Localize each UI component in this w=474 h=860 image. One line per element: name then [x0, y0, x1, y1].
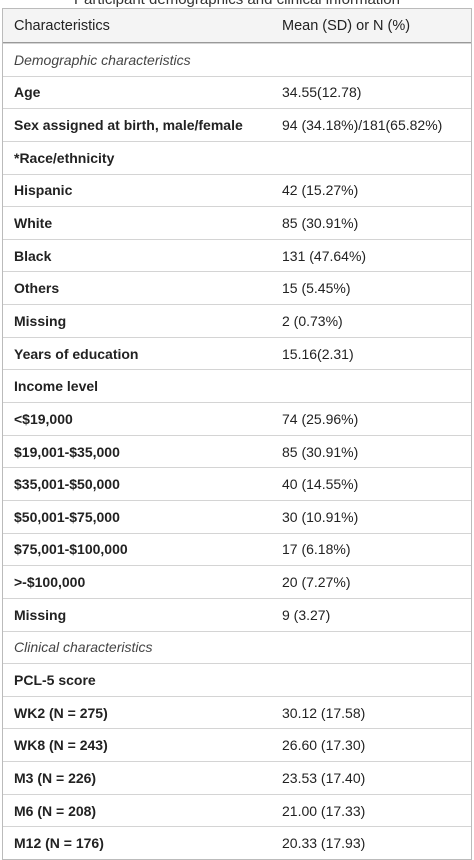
- row-value: 40 (14.55%): [282, 476, 359, 493]
- row-value: 15.16(2.31): [282, 345, 354, 362]
- row-label: WK8 (N = 243): [14, 737, 108, 754]
- row-value: 94 (34.18%)/181(65.82%): [282, 117, 443, 134]
- table-row: Clinical characteristics: [3, 630, 471, 664]
- table-row: Years of education 15.16(2.31): [3, 336, 471, 370]
- row-label: Years of education: [14, 345, 139, 362]
- row-label: WK2 (N = 275): [14, 704, 108, 721]
- header-row: Characteristics Mean (SD) or N (%): [3, 9, 471, 43]
- row-value: 9 (3.27): [282, 606, 331, 623]
- table-row: PCL-5 score: [3, 663, 471, 696]
- row-value: 85 (30.91%): [282, 443, 359, 460]
- row-label: $35,001-$50,000: [14, 476, 120, 493]
- row-label: >-$100,000: [14, 574, 86, 591]
- row-label: M3 (N = 226): [14, 769, 97, 786]
- row-label: Others: [14, 280, 60, 297]
- row-value: 74 (25.96%): [282, 410, 359, 427]
- table-row: $50,001-$75,000 30 (10.91%): [3, 499, 471, 533]
- row-label: Income level: [14, 378, 99, 395]
- table-row: White 85 (30.91%): [3, 206, 471, 239]
- row-label: $50,001-$75,000: [14, 508, 120, 525]
- table: Characteristics Mean (SD) or N (%) Demogra…: [2, 8, 472, 860]
- row-value: 34.55(12.78): [282, 84, 362, 101]
- table-row: M6 (N = 208) 21.00 (17.33): [3, 793, 471, 827]
- row-label: White: [14, 215, 53, 232]
- row-value: 23.53 (17.40): [282, 769, 366, 786]
- row-label: Missing: [14, 606, 67, 623]
- row-label: Missing: [14, 312, 67, 329]
- row-label: Black: [14, 247, 52, 264]
- table-row: <$19,000 74 (25.96%): [3, 402, 471, 435]
- row-value: 20 (7.27%): [282, 574, 351, 591]
- row-label: *Race/ethnicity: [14, 149, 115, 166]
- row-label: <$19,000: [14, 410, 73, 427]
- row-value: 42 (15.27%): [282, 182, 359, 199]
- table-row: WK8 (N = 243) 26.60 (17.30): [3, 728, 471, 761]
- row-label: Age: [14, 84, 41, 101]
- table-row: M3 (N = 226) 23.53 (17.40): [3, 761, 471, 794]
- row-label: $75,001-$100,000: [14, 541, 128, 558]
- row-value: 30.12 (17.58): [282, 704, 366, 721]
- row-label: M12 (N = 176): [14, 835, 104, 852]
- table-row: Sex assigned at birth, male/female 94 (34…: [3, 108, 471, 141]
- table-title: Participant demographics and clinical in…: [0, 0, 474, 8]
- table-row: $75,001-$100,000 17 (6.18%): [3, 532, 471, 566]
- table-row: $35,001-$50,000 40 (14.55%): [3, 467, 471, 500]
- table-row: Missing 9 (3.27): [3, 597, 471, 631]
- table-row: $19,001-$35,000 85 (30.91%): [3, 434, 471, 468]
- row-value: 2 (0.73%): [282, 312, 343, 329]
- row-label: M6 (N = 208): [14, 802, 97, 819]
- row-label: Sex assigned at birth, male/female: [14, 117, 243, 134]
- table-row: Missing 2 (0.73%): [3, 304, 471, 337]
- table-row: Black 131 (47.64%): [3, 238, 471, 272]
- row-value: 30 (10.91%): [282, 508, 359, 525]
- table-row: >-$100,000 20 (7.27%): [3, 565, 471, 598]
- row-value: 131 (47.64%): [282, 247, 367, 264]
- row-value: 26.60 (17.30): [282, 737, 366, 754]
- row-label: Demographic characteristics: [14, 51, 191, 68]
- row-label: $19,001-$35,000: [14, 443, 120, 460]
- table-row: Age 34.55(12.78): [3, 75, 471, 109]
- table-row: Others 15 (5.45%): [3, 271, 471, 304]
- row-value: 85 (30.91%): [282, 215, 359, 232]
- header-cell: Mean (SD) or N (%): [282, 17, 411, 34]
- table-row: Demographic characteristics: [3, 43, 471, 76]
- row-value: 15 (5.45%): [282, 280, 351, 297]
- row-value: 17 (6.18%): [282, 541, 351, 558]
- header-cell: Characteristics: [14, 17, 110, 34]
- table-row: *Race/ethnicity: [3, 140, 471, 174]
- row-value: 20.33 (17.93): [282, 835, 366, 852]
- table-row: Hispanic 42 (15.27%): [3, 173, 471, 207]
- table-row: WK2 (N = 275) 30.12 (17.58): [3, 695, 471, 729]
- row-label: Hispanic: [14, 182, 73, 199]
- row-label: Clinical characteristics: [14, 639, 153, 656]
- row-label: PCL-5 score: [14, 671, 96, 688]
- table-row: M12 (N = 176) 20.33 (17.93): [3, 826, 471, 859]
- row-value: 21.00 (17.33): [282, 802, 366, 819]
- table-row: Income level: [3, 369, 471, 402]
